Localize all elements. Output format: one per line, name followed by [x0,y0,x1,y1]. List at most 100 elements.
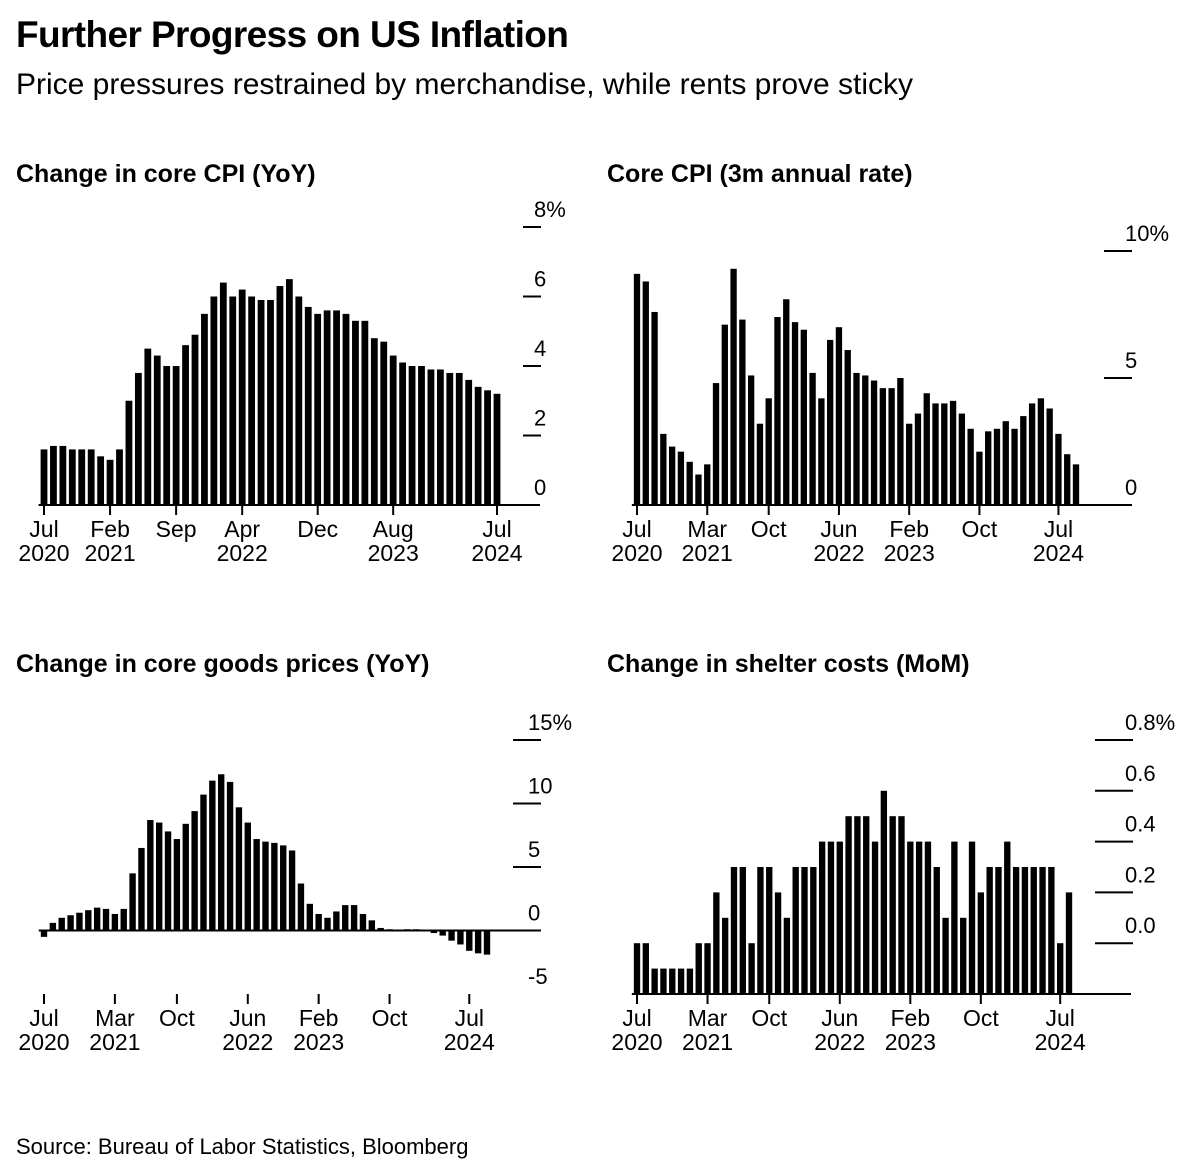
bar-core-cpi-3m-12 [739,319,746,505]
x-tick-label: Oct [372,1005,408,1031]
bar-core-cpi-3m-13 [747,375,755,505]
bar-shelter-mom-42 [1004,841,1011,994]
bar-shelter-mom-31 [907,841,914,994]
bar-shelter-mom-47 [1048,867,1055,994]
bar-core-cpi-yoy-35 [370,338,378,505]
bar-shelter-mom-34 [933,867,940,994]
bar-shelter-mom-23 [836,841,843,994]
bar-core-cpi-3m-42 [1002,421,1009,505]
x-tick-label: Jul [1045,1005,1074,1031]
bar-core-goods-yoy-34 [342,905,349,931]
bar-core-cpi-yoy-39 [408,366,416,505]
bar-core-goods-yoy-37 [368,920,376,931]
bar-shelter-mom-13 [748,943,755,994]
x-tick-label: Oct [751,1005,787,1031]
panel-title-core-cpi-yoy: Change in core CPI (YoY) [16,160,316,188]
x-tick-label: Jul [622,1005,651,1031]
bar-core-cpi-yoy-13 [163,366,171,505]
bar-core-cpi-yoy-5 [87,449,95,505]
bar-core-cpi-3m-32 [914,413,922,505]
bar-shelter-mom-12 [739,867,746,994]
bar-shelter-mom-28 [880,790,888,994]
bar-core-cpi-3m-30 [897,378,904,505]
y-tick-label: 0 [1125,475,1137,500]
bar-core-cpi-yoy-18 [210,296,218,505]
bar-shelter-mom-38 [968,841,976,994]
bar-shelter-mom-24 [845,816,852,994]
bar-core-cpi-yoy-46 [474,386,482,505]
y-tick-label: 10% [1125,221,1169,246]
x-tick-label-year: 2022 [217,540,268,566]
bar-core-cpi-3m-7 [695,474,702,505]
bar-core-cpi-yoy-14 [172,366,180,505]
bar-core-cpi-3m-45 [1028,403,1036,505]
bar-core-cpi-yoy-0 [40,449,48,505]
bar-shelter-mom-36 [951,841,958,994]
bar-shelter-mom-45 [1030,867,1037,994]
bar-core-goods-yoy-31 [315,913,322,931]
bar-core-goods-yoy-22 [235,807,243,931]
x-tick-label-year: 2021 [84,540,135,566]
x-tick-label: Jul [455,1005,484,1031]
bar-core-cpi-3m-5 [677,451,685,505]
bar-core-cpi-3m-44 [1020,416,1027,505]
bar-core-cpi-yoy-28 [304,306,312,505]
bar-core-cpi-3m-40 [985,431,992,505]
bar-shelter-mom-41 [995,867,1002,994]
bar-core-cpi-yoy-33 [352,320,359,505]
bar-core-cpi-yoy-40 [418,366,425,505]
bar-shelter-mom-5 [677,968,685,994]
x-tick-label: Apr [224,516,260,542]
bar-core-cpi-yoy-12 [153,355,161,505]
bar-shelter-mom-32 [915,841,923,994]
bar-core-goods-yoy-35 [350,905,358,931]
bar-shelter-mom-3 [660,968,667,994]
bar-core-cpi-3m-29 [888,388,895,505]
bar-core-cpi-yoy-23 [257,299,265,505]
bar-core-cpi-3m-34 [932,403,939,505]
bar-core-goods-yoy-18 [200,794,207,931]
x-tick-label: Jun [821,1005,858,1031]
bar-core-cpi-3m-6 [686,461,693,505]
bar-core-goods-yoy-15 [173,839,181,931]
bar-core-cpi-yoy-41 [427,369,435,505]
y-tick-label: 0.2 [1125,862,1156,887]
x-tick-label: Oct [159,1005,195,1031]
bar-core-cpi-yoy-10 [134,372,142,505]
bar-core-goods-yoy-11 [138,847,145,931]
bar-core-cpi-3m-27 [870,380,878,505]
bar-shelter-mom-1 [642,943,649,994]
x-tick-label-year: 2024 [444,1029,495,1055]
x-tick-label: Jul [1044,516,1073,542]
bar-core-cpi-3m-20 [809,372,816,505]
x-tick-label: Feb [890,1005,930,1031]
bar-core-cpi-3m-9 [712,383,720,505]
bar-core-cpi-3m-35 [941,403,948,505]
bar-shelter-mom-20 [810,867,817,994]
bar-core-goods-yoy-21 [226,781,234,931]
bar-core-cpi-yoy-20 [229,296,237,505]
x-tick-label-year: 2021 [682,1029,733,1055]
x-tick-label-year: 2023 [885,1029,936,1055]
panel-title-shelter-mom: Change in shelter costs (MoM) [607,650,970,678]
bar-core-cpi-3m-48 [1055,433,1062,505]
bar-core-goods-yoy-27 [280,845,287,931]
bar-core-goods-yoy-45 [439,930,446,936]
x-tick-label-year: 2022 [814,1029,865,1055]
page-title: Further Progress on US Inflation [16,14,569,55]
x-tick-label: Jul [29,1005,58,1031]
y-tick-label: 0 [534,475,546,500]
bar-core-goods-yoy-19 [209,780,216,931]
y-tick-label: 0.6 [1125,761,1156,786]
bar-core-cpi-yoy-2 [59,445,67,505]
y-tick-label: 0.0 [1125,913,1156,938]
bar-core-goods-yoy-28 [288,850,296,931]
x-tick-label-year: 2023 [368,540,419,566]
x-tick-label-year: 2024 [1035,1029,1086,1055]
bar-core-goods-yoy-30 [306,903,313,931]
bar-shelter-mom-17 [783,917,791,994]
bar-core-cpi-yoy-30 [323,310,331,505]
x-tick-label-year: 2024 [1033,540,1084,566]
y-tick-label: 0 [528,901,540,926]
x-tick-label-year: 2021 [682,540,733,566]
